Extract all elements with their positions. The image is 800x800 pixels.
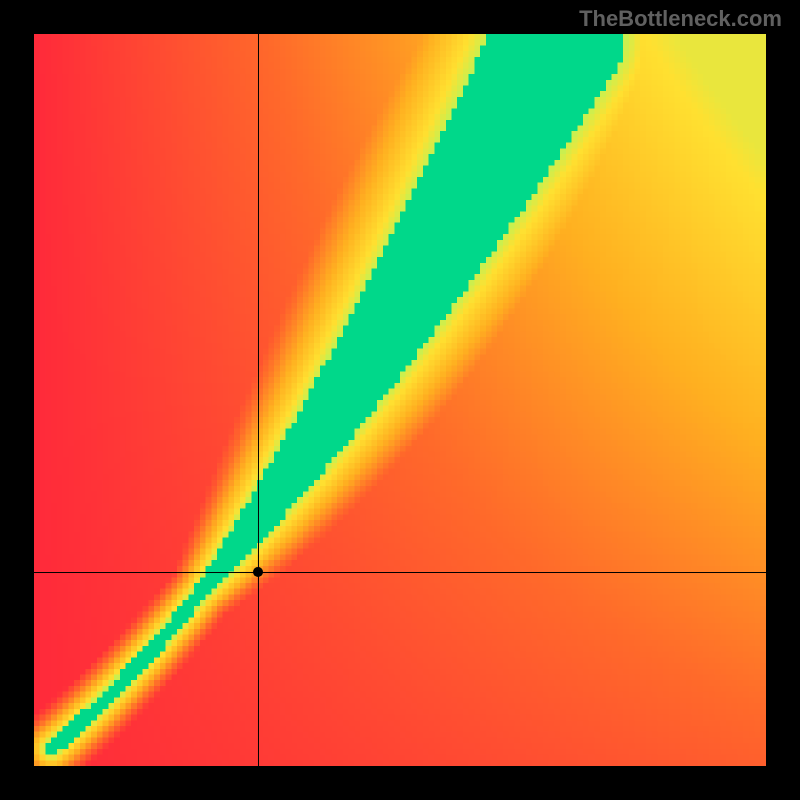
chart-container: { "watermark": { "text": "TheBottleneck.…: [0, 0, 800, 800]
crosshair-overlay: [34, 34, 766, 766]
watermark-text: TheBottleneck.com: [579, 6, 782, 32]
